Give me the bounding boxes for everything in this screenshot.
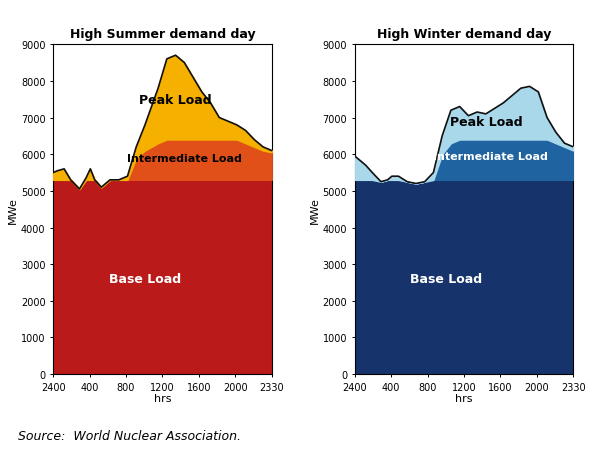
- Text: Base Load: Base Load: [411, 273, 483, 285]
- X-axis label: hrs: hrs: [455, 393, 473, 403]
- Text: Intermediate Load: Intermediate Load: [127, 153, 242, 164]
- Text: Source:  World Nuclear Association.: Source: World Nuclear Association.: [18, 429, 241, 442]
- Text: Peak Load: Peak Load: [450, 115, 522, 129]
- Title: High Winter demand day: High Winter demand day: [377, 28, 551, 41]
- Y-axis label: MWe: MWe: [8, 196, 18, 223]
- Text: Peak Load: Peak Load: [139, 93, 212, 106]
- Y-axis label: MWe: MWe: [310, 196, 320, 223]
- Title: High Summer demand day: High Summer demand day: [70, 28, 255, 41]
- Text: Base Load: Base Load: [109, 273, 181, 285]
- Text: Intermediate Load: Intermediate Load: [433, 152, 548, 161]
- X-axis label: hrs: hrs: [154, 393, 171, 403]
